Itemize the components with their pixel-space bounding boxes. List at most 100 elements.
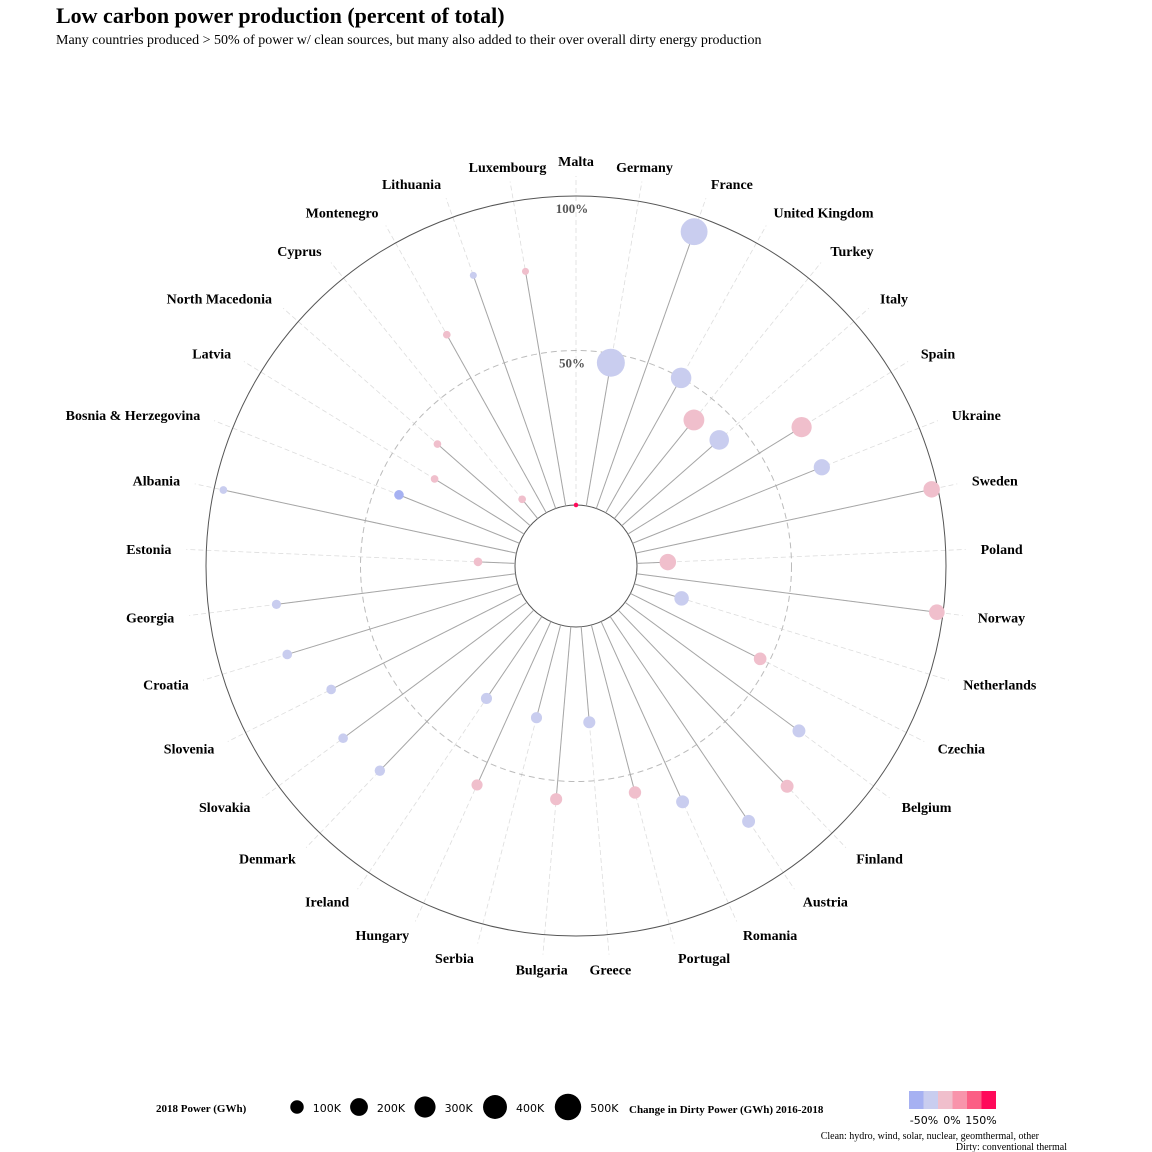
point-netherlands — [674, 591, 689, 606]
country-label: Sweden — [972, 475, 1018, 490]
country-label: Netherlands — [963, 679, 1037, 694]
color-legend: Change in Dirty Power (GWh) 2016-2018 -5… — [629, 1091, 997, 1127]
stem-ukraine — [632, 466, 823, 544]
point-serbia — [530, 712, 543, 724]
radial-gridline — [585, 181, 643, 506]
radial-gridline — [282, 308, 531, 526]
radial-gridline — [357, 616, 543, 890]
country-label: France — [711, 178, 753, 193]
country-label: Ukraine — [952, 409, 1001, 424]
stem-france — [595, 231, 695, 509]
country-label: Montenegro — [306, 206, 379, 221]
color-legend-swatch — [967, 1091, 982, 1109]
point-estonia — [473, 557, 483, 567]
ring-label: 50% — [559, 356, 585, 371]
point-united-kingdom — [670, 367, 692, 389]
size-legend-label: 300K — [445, 1102, 474, 1115]
country-label: Turkey — [830, 245, 873, 260]
size-legend-label: 100K — [313, 1102, 342, 1115]
stem-slovakia — [342, 601, 528, 739]
size-legend-label: 500K — [590, 1102, 619, 1115]
caption-line-1: Clean: hydro, wind, solar, nuclear, geom… — [821, 1131, 1040, 1142]
ring-labels: 100% 50% — [556, 201, 589, 371]
point-belgium — [792, 724, 806, 738]
stem-montenegro — [446, 334, 547, 513]
country-label: Greece — [589, 964, 631, 979]
size-legend-title: 2018 Power (GWh) — [156, 1103, 247, 1115]
country-label: Hungary — [355, 929, 409, 944]
stem-germany — [585, 362, 612, 506]
lollipop-points — [219, 218, 945, 828]
color-legend-swatch — [981, 1091, 996, 1109]
country-label: Georgia — [126, 611, 174, 626]
stem-serbia — [536, 624, 562, 718]
stem-finland — [617, 609, 788, 787]
stem-slovenia — [330, 593, 522, 690]
point-slovenia — [326, 684, 336, 695]
polar-grid — [186, 176, 966, 955]
stem-north-macedonia — [437, 443, 531, 527]
country-label: Czechia — [938, 742, 985, 757]
country-label: Croatia — [143, 679, 189, 694]
stem-portugal — [590, 624, 636, 793]
point-poland — [659, 553, 677, 571]
stem-austria — [609, 616, 749, 822]
country-label: Romania — [743, 929, 797, 944]
radial-gridline — [630, 593, 925, 742]
stem-turkey — [613, 419, 695, 519]
outer-ring — [205, 195, 947, 937]
point-croatia — [282, 649, 293, 660]
point-albania — [219, 486, 228, 494]
country-label: Bulgaria — [516, 964, 568, 979]
size-legend-dot — [483, 1095, 507, 1119]
point-north-macedonia — [433, 440, 442, 448]
stem-spain — [627, 426, 802, 535]
point-romania — [676, 795, 690, 809]
point-spain — [791, 416, 812, 438]
point-latvia — [430, 475, 439, 483]
color-legend-swatch — [938, 1091, 953, 1109]
point-germany — [596, 348, 625, 377]
country-label: Lithuania — [382, 178, 441, 193]
point-turkey — [683, 409, 705, 431]
stem-luxembourg — [524, 271, 567, 506]
color-legend-label: -50% — [910, 1114, 938, 1127]
stem-albania — [223, 489, 517, 554]
size-legend-dot — [554, 1093, 582, 1121]
stem-bosnia-herzegovina — [398, 494, 520, 544]
country-label: Serbia — [435, 952, 474, 967]
stem-czechia — [630, 593, 761, 660]
stem-netherlands — [634, 583, 682, 599]
point-georgia — [271, 599, 282, 609]
country-label: Portugal — [678, 952, 730, 967]
radial-gridline — [213, 420, 520, 544]
stem-romania — [600, 621, 684, 802]
color-legend-label: 150% — [965, 1114, 996, 1127]
size-legend-label: 200K — [377, 1102, 406, 1115]
point-cyprus — [518, 495, 526, 504]
lollipop-stems — [223, 231, 937, 822]
point-norway — [929, 604, 945, 621]
stem-sweden — [635, 488, 932, 554]
country-label: Belgium — [902, 801, 952, 816]
color-legend-label: 0% — [943, 1114, 960, 1127]
point-lithuania — [469, 271, 477, 279]
stem-united-kingdom — [605, 377, 682, 513]
color-legend-swatch — [909, 1091, 924, 1109]
size-legend-dot — [350, 1098, 368, 1116]
country-label: Malta — [558, 155, 594, 170]
stem-denmark — [379, 609, 535, 772]
point-ireland — [480, 692, 493, 705]
chart-subtitle: Many countries produced > 50% of power w… — [56, 33, 762, 48]
radial-gridline — [186, 549, 516, 564]
country-label: Ireland — [305, 896, 349, 911]
point-finland — [780, 779, 794, 793]
point-bulgaria — [550, 793, 563, 806]
point-ukraine — [813, 459, 830, 476]
half-ring — [360, 350, 792, 782]
ring-label: 100% — [556, 201, 589, 216]
point-montenegro — [442, 330, 451, 339]
country-label: Albania — [133, 475, 180, 490]
country-label: Germany — [616, 161, 673, 176]
